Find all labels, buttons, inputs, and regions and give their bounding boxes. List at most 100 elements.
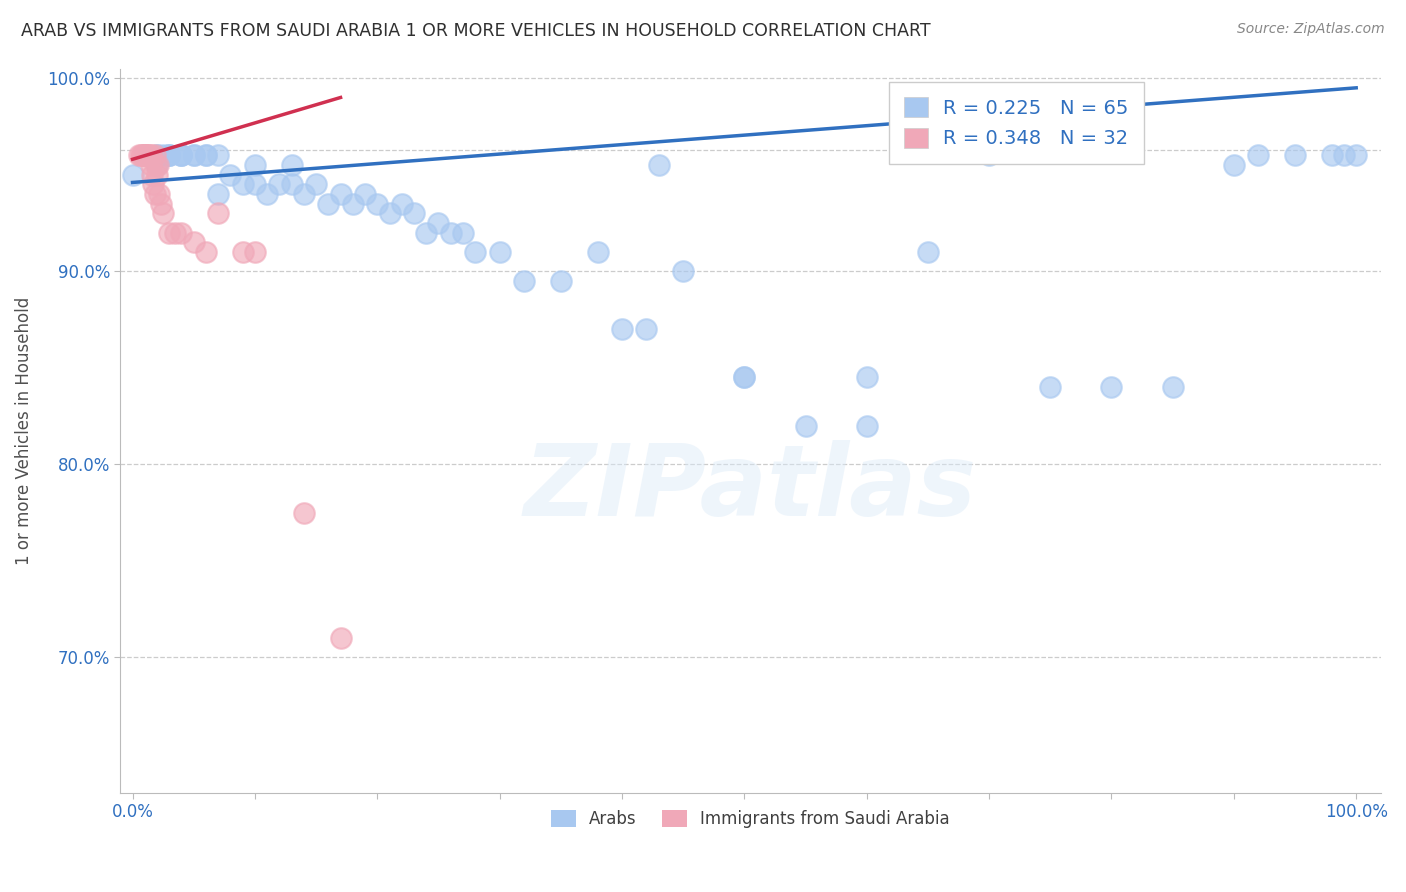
Text: ZIPatlas: ZIPatlas [524,440,977,537]
Point [391,196,413,211]
Point [183,148,205,162]
Point [170,148,193,162]
Point [733,370,755,384]
Point [464,244,486,259]
Point [550,274,572,288]
Point [415,226,437,240]
Point [977,148,1000,162]
Point [647,158,669,172]
Point [194,148,217,162]
Point [1161,380,1184,394]
Point [488,244,510,259]
Point [366,196,388,211]
Point [733,370,755,384]
Point [1320,148,1343,162]
Point [305,178,328,192]
Point [207,148,229,162]
Point [146,168,169,182]
Point [354,187,377,202]
Point [149,196,172,211]
Point [148,187,170,202]
Point [146,158,169,172]
Point [855,370,877,384]
Point [165,226,187,240]
Point [219,168,242,182]
Point [138,148,160,162]
Point [451,226,474,240]
Point [194,244,217,259]
Point [132,148,155,162]
Point [157,148,180,162]
Point [427,216,450,230]
Point [148,158,170,172]
Y-axis label: 1 or more Vehicles in Household: 1 or more Vehicles in Household [15,296,32,565]
Point [280,158,302,172]
Point [1039,380,1062,394]
Point [1101,380,1123,394]
Point [138,148,160,162]
Legend: Arabs, Immigrants from Saudi Arabia: Arabs, Immigrants from Saudi Arabia [544,804,956,835]
Point [269,178,291,192]
Point [636,322,658,336]
Point [207,187,229,202]
Point [378,206,401,220]
Point [280,178,302,192]
Point [1247,148,1270,162]
Point [794,418,817,433]
Point [917,244,939,259]
Point [318,196,340,211]
Point [141,168,163,182]
Point [121,168,143,182]
Point [170,226,193,240]
Point [232,178,254,192]
Point [134,148,156,162]
Point [170,148,193,162]
Point [672,264,695,278]
Point [131,148,153,162]
Point [170,148,193,162]
Point [157,226,180,240]
Point [207,206,229,220]
Point [292,506,315,520]
Point [232,244,254,259]
Point [139,158,162,172]
Point [129,148,152,162]
Point [610,322,633,336]
Point [440,226,463,240]
Point [183,148,205,162]
Point [1223,158,1246,172]
Point [143,187,166,202]
Point [513,274,536,288]
Point [1346,148,1368,162]
Point [329,631,352,645]
Point [194,148,217,162]
Point [183,235,205,250]
Point [142,178,165,192]
Point [139,148,162,162]
Point [145,158,167,172]
Point [256,187,278,202]
Point [152,206,174,220]
Text: Source: ZipAtlas.com: Source: ZipAtlas.com [1237,22,1385,37]
Point [1333,148,1355,162]
Point [855,418,877,433]
Point [157,148,180,162]
Point [134,148,156,162]
Point [243,244,266,259]
Point [586,244,609,259]
Point [342,196,364,211]
Point [134,148,156,162]
Point [128,148,150,162]
Point [329,187,352,202]
Point [146,148,169,162]
Point [292,187,315,202]
Point [146,148,169,162]
Point [243,178,266,192]
Point [1284,148,1306,162]
Point [152,148,174,162]
Point [136,148,159,162]
Point [134,148,156,162]
Point [402,206,425,220]
Point [157,148,180,162]
Text: ARAB VS IMMIGRANTS FROM SAUDI ARABIA 1 OR MORE VEHICLES IN HOUSEHOLD CORRELATION: ARAB VS IMMIGRANTS FROM SAUDI ARABIA 1 O… [21,22,931,40]
